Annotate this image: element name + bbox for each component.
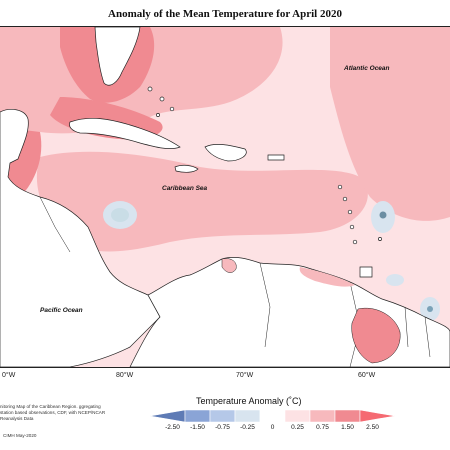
land-antilles-3 [347,209,353,215]
land-cuba [69,117,181,149]
legend-label-5: 0.25 [291,424,304,431]
longitude-tick-70w: 70°W [236,372,254,379]
anomaly-cold-core-barbados [379,211,387,219]
land-florida [94,27,141,86]
map-description: nitoring Map of the Caribbean Region. gg… [0,404,106,421]
legend-label-0: -2.50 [165,424,180,431]
legend-swatch-4 [259,409,286,423]
land-bahamas-4 [156,113,160,117]
land-bahamas-3 [169,106,175,112]
legend-swatch-0 [150,409,186,423]
land-antilles-2 [342,196,348,202]
land-puerto-rico [267,154,285,161]
legend-label-1: -1.50 [190,424,205,431]
anomaly-cool-core-caribbean [111,208,129,222]
land-masses [0,27,450,367]
legend-swatch-6 [309,409,336,423]
map-credit: CIMH May-2020 [3,433,37,438]
anomaly-patch-colombia-coast [221,258,237,273]
legend-label-6: 0.75 [316,424,329,431]
label-atlantic-ocean: Atlantic Ocean [344,65,390,72]
border-line-2 [259,262,271,348]
anomaly-patch-guyana-land [351,307,401,364]
anomaly-cold-core-suriname [427,306,433,312]
legend-label-4: 0 [270,424,275,431]
legend-swatch-3 [234,409,261,423]
land-antilles-1 [337,184,343,190]
legend-swatch-7 [334,409,361,423]
land-antilles-4 [349,224,355,230]
land-trinidad [359,266,373,278]
land-barbados [378,237,382,241]
legend-swatch-8 [359,409,395,423]
land-hispaniola [204,144,247,162]
country-borders [39,196,431,367]
land-bahamas-2 [159,96,165,102]
legend-title: Temperature Anomaly (˚C) [196,396,302,406]
legend-swatch-5 [284,409,311,423]
longitude-tick-60w: 60°W [358,372,376,379]
border-line-5 [424,316,431,358]
legend-colorbar [150,409,395,423]
anomaly-map-svg [0,27,450,367]
land-central-america [0,109,161,367]
legend-label-7: 1.50 [341,424,354,431]
label-pacific-ocean: Pacific Ocean [40,307,83,314]
anomaly-map: Atlantic Ocean Caribbean Sea Pacific Oce… [0,26,450,368]
legend-label-8: 2.50 [366,424,379,431]
legend-label-2: -0.75 [215,424,230,431]
land-jamaica [174,164,199,173]
border-line-1 [39,196,71,253]
map-title: Anomaly of the Mean Temperature for Apri… [108,8,342,20]
longitude-tick-80w: 80°W [116,372,134,379]
anomaly-cool-spot-trinidad [386,274,404,286]
anomaly-patch-east [330,27,450,221]
longitude-tick-0: 0°W [2,372,16,379]
border-line-4 [404,306,409,348]
land-bahamas-1 [147,86,153,92]
legend-swatch-1 [184,409,211,423]
label-caribbean-sea: Caribbean Sea [162,185,208,192]
legend-swatch-2 [209,409,236,423]
land-antilles-5 [352,239,358,245]
legend-label-3: -0.25 [240,424,255,431]
anomaly-patch-venezuela-coast [299,267,355,287]
